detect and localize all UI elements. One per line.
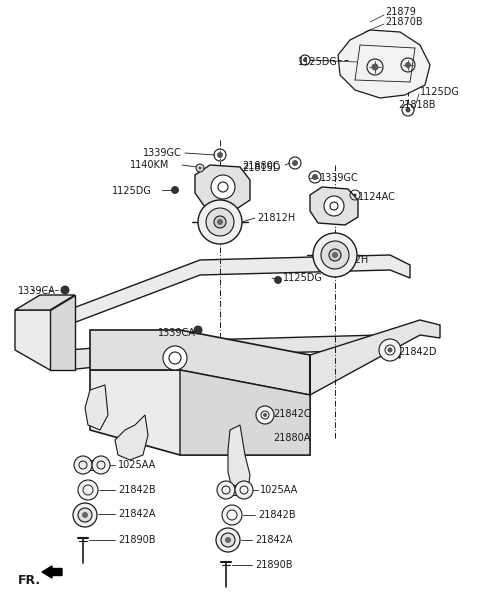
Text: 1339GC: 1339GC [320, 173, 359, 183]
Text: 1125DG: 1125DG [112, 186, 152, 196]
Polygon shape [15, 295, 75, 310]
Polygon shape [15, 310, 75, 370]
Polygon shape [228, 425, 250, 492]
Polygon shape [310, 320, 440, 395]
Polygon shape [83, 460, 101, 470]
Text: 21842A: 21842A [118, 509, 156, 519]
Polygon shape [68, 335, 400, 370]
Text: 21842B: 21842B [258, 510, 296, 520]
Circle shape [321, 241, 349, 269]
Circle shape [332, 252, 338, 258]
Circle shape [406, 108, 410, 113]
Text: 21842A: 21842A [255, 535, 292, 545]
Circle shape [235, 481, 253, 499]
Text: 21818B: 21818B [398, 100, 435, 110]
Text: 1339CA: 1339CA [158, 328, 196, 338]
Polygon shape [115, 415, 148, 460]
Text: 1125DG: 1125DG [420, 87, 460, 97]
Circle shape [275, 277, 281, 283]
Circle shape [217, 481, 235, 499]
Polygon shape [180, 355, 310, 455]
Circle shape [405, 62, 411, 68]
Circle shape [292, 160, 298, 166]
Polygon shape [338, 30, 430, 98]
Circle shape [82, 512, 88, 518]
Circle shape [372, 64, 379, 70]
Circle shape [214, 216, 226, 228]
Text: 21842D: 21842D [398, 347, 436, 357]
Polygon shape [50, 295, 75, 370]
Circle shape [324, 196, 344, 216]
Circle shape [74, 456, 92, 474]
Polygon shape [68, 255, 410, 325]
Text: 1025AA: 1025AA [118, 460, 156, 470]
Circle shape [171, 187, 179, 193]
Text: FR.: FR. [18, 573, 41, 586]
Text: 1124AC: 1124AC [358, 192, 396, 202]
FancyArrow shape [42, 566, 62, 578]
Text: 21842C: 21842C [273, 409, 311, 419]
Circle shape [61, 286, 69, 294]
Text: 21842B: 21842B [118, 485, 156, 495]
Circle shape [263, 413, 267, 417]
Circle shape [194, 326, 202, 334]
Text: 1025AA: 1025AA [260, 485, 298, 495]
Text: 21880C: 21880C [242, 161, 280, 171]
Text: 21890B: 21890B [118, 535, 156, 545]
Circle shape [225, 537, 231, 543]
Circle shape [256, 406, 274, 424]
Circle shape [222, 505, 242, 525]
Circle shape [216, 528, 240, 552]
Text: 21880A: 21880A [273, 433, 311, 443]
Text: 1140KM: 1140KM [130, 160, 169, 170]
Circle shape [198, 200, 242, 244]
Circle shape [379, 339, 401, 361]
Text: 21890B: 21890B [255, 560, 292, 570]
Circle shape [387, 348, 393, 353]
Circle shape [221, 533, 235, 547]
Text: 21812H: 21812H [330, 255, 368, 265]
Polygon shape [310, 187, 358, 225]
Circle shape [353, 193, 357, 196]
Circle shape [196, 164, 204, 172]
Circle shape [313, 233, 357, 277]
Circle shape [217, 152, 223, 158]
Circle shape [303, 58, 307, 62]
Polygon shape [226, 485, 244, 495]
Polygon shape [85, 385, 108, 430]
Text: 21815D: 21815D [242, 163, 280, 173]
Circle shape [163, 346, 187, 370]
Text: 21870B: 21870B [385, 17, 422, 27]
Text: 21879: 21879 [385, 7, 416, 17]
Text: 1125DG: 1125DG [298, 57, 338, 67]
Circle shape [206, 208, 234, 236]
Circle shape [92, 456, 110, 474]
Circle shape [78, 480, 98, 500]
Circle shape [78, 508, 92, 522]
Circle shape [329, 249, 341, 261]
Text: 21812H: 21812H [257, 213, 295, 223]
Polygon shape [90, 330, 310, 395]
Text: 1339CA: 1339CA [18, 286, 56, 296]
Circle shape [73, 503, 97, 527]
Circle shape [211, 175, 235, 199]
Text: 1125DG: 1125DG [283, 273, 323, 283]
Polygon shape [195, 165, 250, 210]
Circle shape [312, 174, 318, 180]
Text: 1339GC: 1339GC [143, 148, 182, 158]
Circle shape [217, 219, 223, 225]
Circle shape [199, 166, 202, 170]
Polygon shape [90, 370, 310, 455]
